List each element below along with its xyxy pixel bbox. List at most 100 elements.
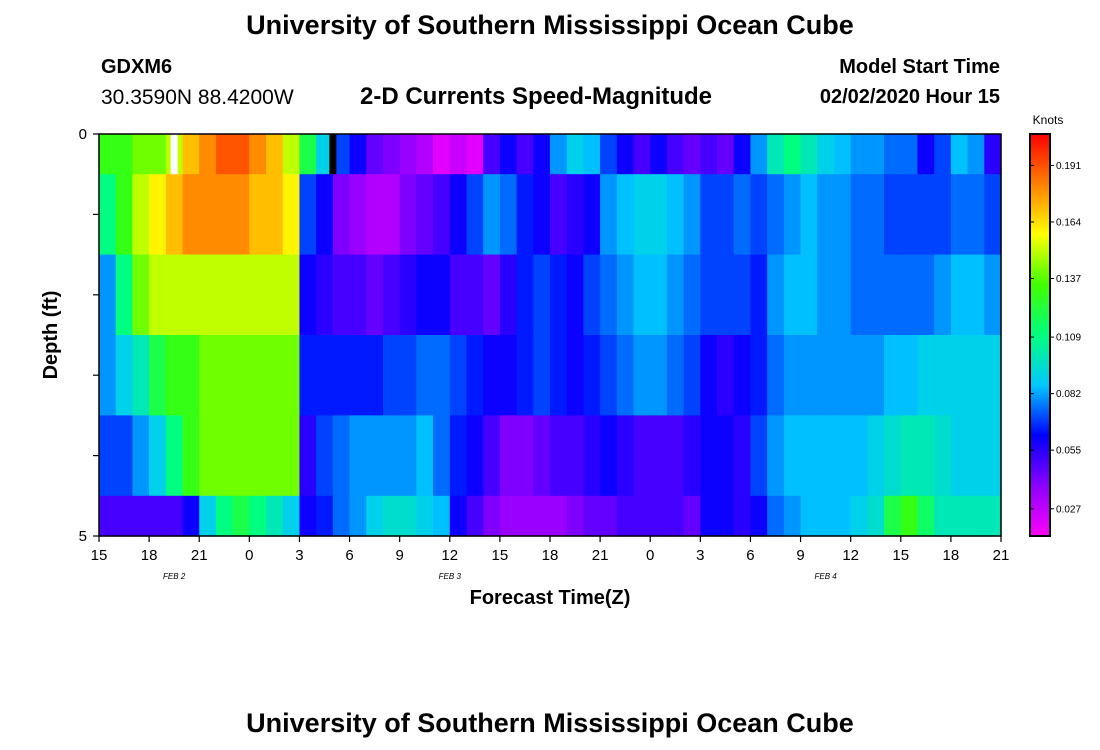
heatmap-cell [249, 415, 267, 497]
heatmap-cell [449, 134, 468, 175]
heatmap-cell [800, 174, 818, 256]
heatmap-cell [600, 174, 618, 256]
heatmap-cell [733, 415, 752, 497]
colorbar-label: Knots [1033, 113, 1064, 127]
x-tick-label: 21 [191, 547, 208, 564]
heatmap-cell [750, 134, 768, 175]
heatmap-cell [934, 415, 952, 497]
heatmap-cell [115, 174, 133, 256]
heatmap-cell [332, 495, 351, 537]
heatmap-cell [900, 134, 919, 175]
heatmap-cell [984, 495, 1002, 537]
heatmap-cell [466, 174, 484, 256]
model-start-label: Model Start Time [839, 56, 1000, 78]
heatmap-cell [800, 254, 818, 336]
x-tick-label: 18 [141, 547, 158, 564]
time-markers [170, 134, 337, 175]
heatmap-cell [299, 335, 317, 416]
heatmap-cell [316, 335, 334, 416]
heatmap-cell [182, 254, 200, 336]
heatmap-cell [533, 335, 551, 416]
heatmap-cell [616, 174, 635, 256]
heatmap-cell [884, 174, 902, 256]
heatmap-cell [600, 134, 618, 175]
heatmap-cell [717, 495, 735, 537]
heatmap-cell [483, 415, 501, 497]
heatmap-cell [249, 335, 267, 416]
heatmap-cell [366, 415, 384, 497]
heatmap-cell [149, 174, 167, 256]
heatmap-cell [99, 174, 117, 256]
heatmap-cell [917, 254, 935, 336]
heatmap-cell [984, 134, 1002, 175]
heatmap-cell [950, 415, 969, 497]
heatmap-cell [583, 254, 601, 336]
heatmap-cell [466, 335, 484, 416]
heatmap-cell [683, 174, 701, 256]
heatmap-cell [416, 174, 434, 256]
heatmap-cell [550, 254, 568, 336]
heatmap-cell [984, 174, 1002, 256]
heatmap-cell [900, 495, 919, 537]
heatmap-cell [149, 415, 167, 497]
x-tick-label: 18 [943, 547, 960, 564]
heatmap-cell [215, 174, 234, 256]
heatmap-cell [884, 134, 902, 175]
colorbar-tick-label: 0.164 [1056, 217, 1081, 228]
heatmap-cell [499, 134, 518, 175]
heatmap-cell [199, 174, 217, 256]
time-marker [329, 134, 337, 175]
heatmap-cell [767, 415, 785, 497]
heatmap-cell [382, 335, 401, 416]
heatmap-cell [967, 415, 985, 497]
heatmap-cell [583, 495, 601, 537]
x-tick-label: 0 [245, 547, 253, 564]
heatmap-cell [600, 335, 618, 416]
heatmap-cell [182, 335, 200, 416]
heatmap-cell [700, 254, 718, 336]
heatmap-cell [600, 254, 618, 336]
heatmap-cell [382, 174, 401, 256]
y-axis: 05 [79, 126, 99, 545]
heatmap-cell [316, 495, 334, 537]
x-tick-label: 3 [295, 547, 303, 564]
heatmap-cell [750, 174, 768, 256]
heatmap-cell [800, 134, 818, 175]
heatmap-cell [934, 134, 952, 175]
heatmap-cell [165, 174, 184, 256]
heatmap-cell [266, 254, 284, 336]
heatmap-cell [165, 415, 184, 497]
heatmap-cell [349, 134, 367, 175]
heatmap-cell [132, 174, 150, 256]
heatmap-cell [950, 495, 969, 537]
heatmap-cell [382, 254, 401, 336]
heatmap-cell [149, 254, 167, 336]
heatmap-cell [332, 254, 351, 336]
heatmap-cell [833, 134, 852, 175]
heatmap-cell [149, 134, 167, 175]
colorbar-tick-label: 0.082 [1056, 389, 1081, 400]
heatmap-cell [316, 174, 334, 256]
heatmap-cell [750, 495, 768, 537]
heatmap-cell [182, 174, 200, 256]
heatmap-cell [132, 495, 150, 537]
heatmap-cell [232, 495, 250, 537]
heatmap-cell [533, 254, 551, 336]
heatmap-cell [483, 174, 501, 256]
heatmap-cell [232, 174, 250, 256]
heatmap-cell [633, 134, 651, 175]
heatmap-cell [382, 415, 401, 497]
heatmap-cell [115, 134, 133, 175]
heatmap-cell [165, 495, 184, 537]
heatmap-cell [399, 495, 417, 537]
heatmap-cell [833, 254, 852, 336]
heatmap-cell [433, 495, 451, 537]
heatmap-cell [533, 415, 551, 497]
heatmap-cell [566, 174, 584, 256]
heatmap-cell [115, 254, 133, 336]
heatmap-cell [382, 134, 401, 175]
heatmap-cell [783, 335, 802, 416]
heatmap-cell [249, 254, 267, 336]
heatmap-cell [633, 254, 651, 336]
heatmap-cell [700, 415, 718, 497]
